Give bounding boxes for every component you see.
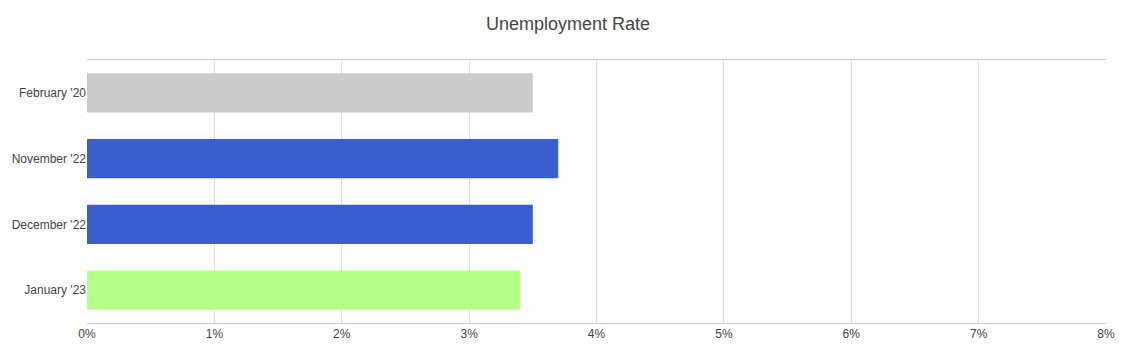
- svg-text:3%: 3%: [460, 327, 478, 341]
- svg-text:8%: 8%: [1097, 327, 1115, 341]
- svg-text:January '23: January '23: [24, 283, 86, 297]
- svg-text:1%: 1%: [206, 327, 224, 341]
- svg-text:0%: 0%: [78, 327, 96, 341]
- svg-text:7%: 7%: [970, 327, 988, 341]
- svg-text:4%: 4%: [588, 327, 606, 341]
- svg-text:November '22: November '22: [12, 152, 87, 166]
- svg-text:2%: 2%: [333, 327, 351, 341]
- svg-text:February '20: February '20: [19, 86, 86, 100]
- svg-text:Unemployment Rate: Unemployment Rate: [486, 14, 650, 34]
- svg-text:5%: 5%: [715, 327, 733, 341]
- svg-text:December '22: December '22: [12, 218, 87, 232]
- svg-text:6%: 6%: [843, 327, 861, 341]
